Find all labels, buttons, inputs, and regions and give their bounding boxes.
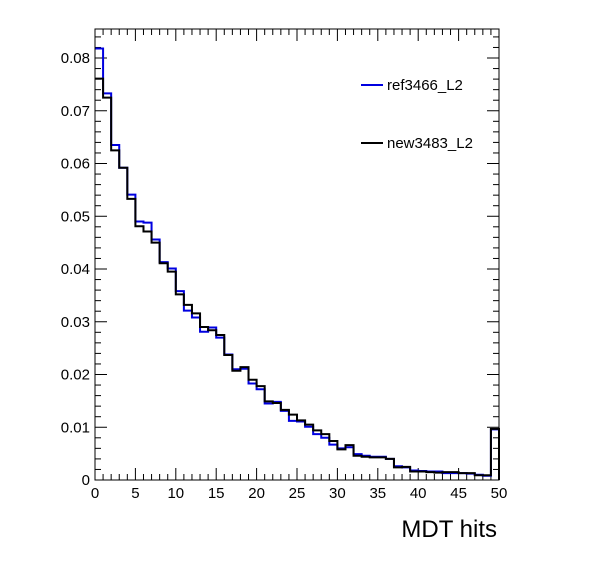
y-tick-label: 0.07 [61, 103, 90, 120]
plot-frame [94, 28, 500, 481]
series-lines [95, 47, 500, 480]
legend-label: new3483_L2 [387, 135, 473, 152]
x-tick-label: 5 [131, 485, 139, 502]
axis-ticks [94, 29, 500, 481]
x-tick-label: 35 [369, 485, 386, 502]
y-tick-label: 0.06 [61, 156, 90, 173]
x-tick-label: 10 [167, 485, 184, 502]
series-line-new3483_L2 [95, 77, 500, 480]
y-tick-label: 0.05 [61, 208, 90, 225]
x-tick-label: 0 [91, 485, 99, 502]
y-tick-label: 0.04 [61, 261, 90, 278]
x-tick-label: 20 [248, 485, 265, 502]
x-tick-label: 45 [450, 485, 467, 502]
x-tick-label: 40 [410, 485, 427, 502]
x-tick-label: 50 [491, 485, 508, 502]
legend-label: ref3466_L2 [387, 77, 463, 94]
x-tick-label: 30 [329, 485, 346, 502]
y-tick-label: 0 [82, 472, 90, 489]
tick-labels: 0 5 10 15 20 25 30 35 40 45 50 0 0.01 0.02 0.03 0.04 0.0… [61, 50, 508, 502]
legend: ref3466_L2 new3483_L2 [361, 77, 473, 152]
x-tick-label: 25 [289, 485, 306, 502]
y-tick-label: 0.03 [61, 314, 90, 331]
y-tick-label: 0.02 [61, 367, 90, 384]
x-axis-title: MDT hits [401, 516, 497, 543]
y-tick-label: 0.01 [61, 419, 90, 436]
x-tick-label: 15 [208, 485, 225, 502]
y-tick-label: 0.08 [61, 50, 90, 67]
